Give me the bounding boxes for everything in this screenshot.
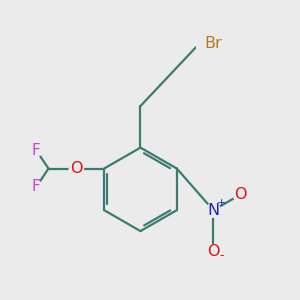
Text: +: + [217, 198, 226, 208]
Text: O: O [207, 244, 220, 259]
Circle shape [206, 203, 220, 217]
Text: O: O [234, 187, 247, 202]
Text: O: O [70, 161, 83, 176]
Circle shape [30, 145, 42, 156]
Circle shape [30, 181, 42, 193]
Circle shape [196, 34, 214, 52]
Circle shape [206, 244, 220, 259]
Text: Br: Br [205, 36, 222, 51]
Circle shape [233, 188, 247, 202]
Text: -: - [220, 249, 224, 262]
Text: N: N [207, 203, 219, 218]
Text: F: F [32, 143, 41, 158]
Circle shape [69, 161, 83, 176]
Text: F: F [32, 179, 41, 194]
